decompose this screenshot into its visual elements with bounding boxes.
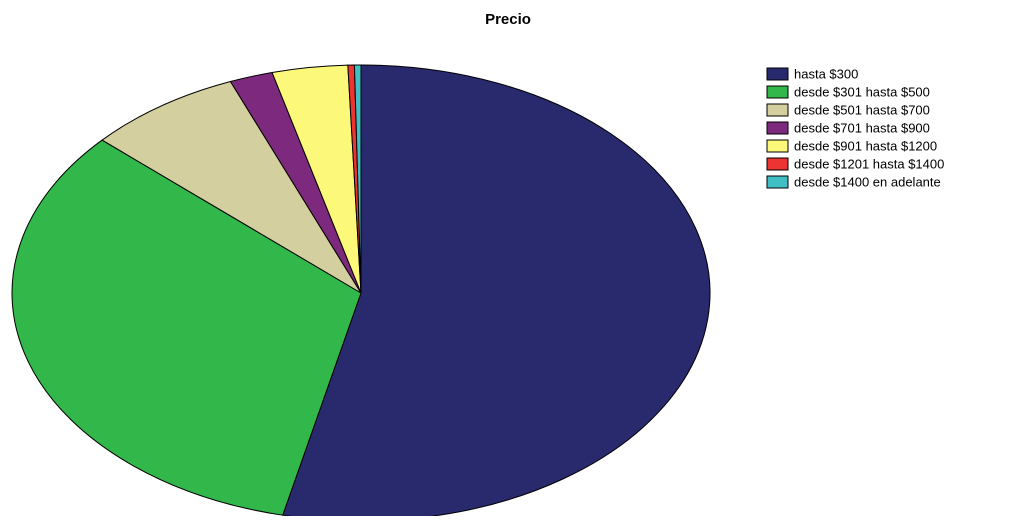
legend-swatch: [766, 157, 789, 171]
legend-label: hasta $300: [794, 66, 858, 81]
legend-swatch: [766, 67, 789, 81]
legend-label: desde $1400 en adelante: [794, 174, 941, 189]
legend-swatch: [766, 121, 789, 135]
legend-label: desde $1201 hasta $1400: [794, 156, 944, 171]
legend-swatch: [766, 103, 789, 117]
pie-slice: [11, 139, 362, 516]
legend-label: desde $301 hasta $500: [794, 84, 930, 99]
chart-title: Precio: [485, 11, 531, 28]
legend-label: desde $901 hasta $1200: [794, 138, 937, 153]
pie-slice: [101, 80, 362, 294]
legend-swatch: [766, 139, 789, 153]
legend-label: desde $501 hasta $700: [794, 102, 930, 117]
legend-swatch: [766, 85, 789, 99]
legend-swatch: [766, 175, 789, 189]
pie-slice: [282, 64, 711, 521]
pie-slice: [353, 64, 362, 294]
legend-label: desde $701 hasta $900: [794, 120, 930, 135]
